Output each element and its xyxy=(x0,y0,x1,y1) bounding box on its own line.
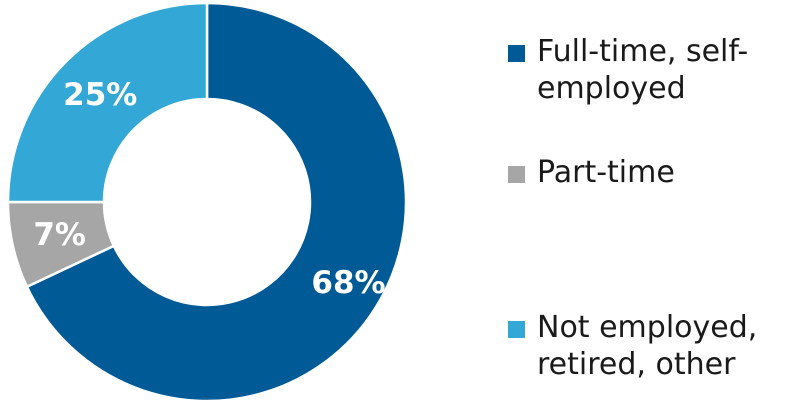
slice-value-label-not-employed: 25% xyxy=(63,77,137,113)
legend-swatch-full-time xyxy=(508,45,525,62)
slice-full-time xyxy=(25,1,408,403)
slice-value-labels: 68% 7% 25% xyxy=(33,77,385,301)
legend-item-not-employed: Not employed, retired, other xyxy=(508,309,805,383)
legend-swatch-part-time xyxy=(508,166,525,183)
legend-label-part-time: Part-time xyxy=(537,155,675,190)
legend-swatch-not-employed xyxy=(508,321,525,338)
chart-legend: Full-time, self- employed Part-time Not … xyxy=(508,0,808,404)
donut-slices xyxy=(6,1,408,403)
legend-item-part-time: Part-time xyxy=(508,154,805,191)
legend-label-full-time: Full-time, self- employed xyxy=(537,34,749,106)
legend-label-not-employed: Not employed, retired, other xyxy=(537,310,758,382)
slice-value-label-full-time: 68% xyxy=(311,265,385,301)
slice-not-employed xyxy=(6,1,209,204)
slice-value-label-part-time: 7% xyxy=(33,217,86,253)
legend-item-full-time: Full-time, self- employed xyxy=(508,33,805,107)
